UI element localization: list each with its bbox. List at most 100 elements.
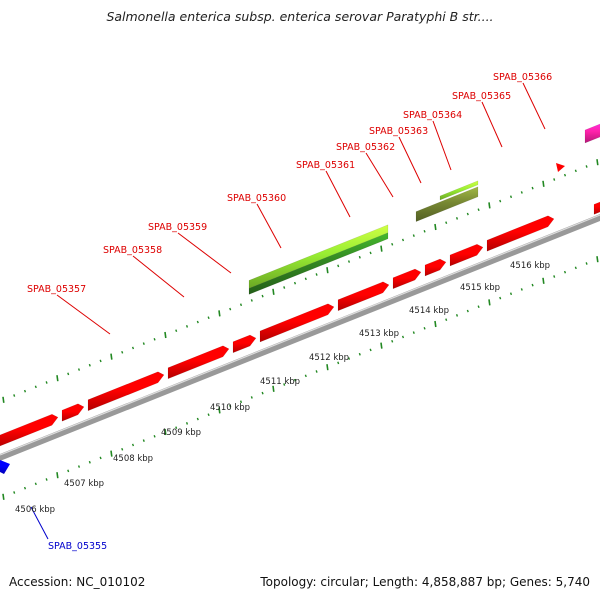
scale-label: 4506 kbp: [15, 505, 55, 515]
forward-gene-arrow: [259, 303, 335, 343]
outer-scale-major-tick: [434, 223, 437, 231]
forward-gene-arrow: [87, 371, 165, 412]
gene-callout-line: [432, 120, 452, 171]
outer-scale-minor-tick: [520, 191, 523, 194]
outer-scale-minor-tick: [455, 217, 459, 220]
outer-scale-major-tick: [380, 245, 383, 252]
outer-scale-minor-tick: [88, 363, 91, 367]
inner-scale-minor-tick: [445, 318, 448, 322]
backbone-line: [0, 214, 600, 461]
outer-scale-major-tick: [56, 375, 59, 382]
outer-scale-minor-tick: [466, 212, 469, 216]
outer-scale-minor-tick: [477, 208, 480, 212]
inner-scale-minor-tick: [34, 482, 37, 486]
outer-scale-minor-tick: [23, 389, 27, 393]
outer-scale-minor-tick: [445, 221, 448, 225]
outer-scale-minor-tick: [553, 178, 556, 181]
gene-callout-line: [365, 152, 394, 198]
outer-scale-minor-tick: [283, 286, 286, 289]
gene-label: SPAB_05364: [403, 110, 462, 121]
outer-scale-minor-tick: [499, 199, 502, 203]
outer-scale-major-tick: [272, 288, 275, 295]
inner-scale-minor-tick: [207, 413, 210, 417]
outer-scale-minor-tick: [347, 260, 351, 263]
inner-scale-minor-tick: [23, 486, 27, 490]
outer-scale-minor-tick: [34, 385, 37, 389]
gc-skew-dark-bar: [248, 232, 389, 295]
inner-scale-major-tick: [110, 450, 113, 457]
gene-label: SPAB_05362: [336, 142, 395, 153]
outer-scale-minor-tick: [358, 255, 361, 259]
inner-scale-minor-tick: [499, 296, 502, 300]
gene-label: SPAB_05358: [103, 245, 162, 256]
outer-scale-minor-tick: [13, 394, 16, 397]
scale-label: 4516 kbp: [510, 261, 550, 271]
scale-label: 4512 kbp: [309, 353, 349, 363]
inner-scale-minor-tick: [423, 326, 426, 330]
inner-scale-major-tick: [164, 428, 167, 436]
outer-scale-minor-tick: [239, 303, 243, 307]
outer-scale-minor-tick: [142, 342, 145, 345]
inner-scale-minor-tick: [315, 370, 318, 373]
forward-gene-arrow: [167, 345, 230, 380]
outer-scale-minor-tick: [131, 346, 135, 350]
outer-scale-minor-tick: [509, 195, 513, 199]
forward-gene-arrow: [392, 268, 422, 290]
gene-callout-line: [30, 506, 49, 540]
gene-callout-line: [522, 82, 546, 130]
inner-scale-minor-tick: [412, 331, 415, 334]
outer-scale-minor-tick: [531, 186, 534, 190]
forward-gene-arrow: [0, 413, 59, 447]
inner-scale-major-tick: [218, 407, 221, 414]
outer-scale-minor-tick: [229, 307, 232, 311]
inner-scale-major-tick: [434, 320, 437, 328]
gc-skew-light-bar: [248, 224, 389, 289]
inner-scale-minor-tick: [531, 283, 534, 287]
inner-scale-minor-tick: [401, 335, 405, 339]
inner-scale-major-tick: [56, 472, 59, 479]
forward-gene-arrow: [556, 163, 565, 172]
gene-callout-line: [481, 101, 503, 148]
inner-scale-minor-tick: [131, 443, 135, 447]
outer-scale-minor-tick: [153, 337, 156, 341]
inner-scale-major-tick: [380, 342, 383, 349]
inner-scale-major-tick: [488, 299, 491, 306]
inner-scale-minor-tick: [45, 478, 48, 481]
inner-scale-minor-tick: [466, 309, 469, 313]
inner-scale-minor-tick: [185, 422, 189, 425]
inner-scale-minor-tick: [304, 374, 307, 378]
inner-scale-minor-tick: [391, 339, 394, 343]
gene-label: SPAB_05359: [148, 222, 207, 233]
outer-scale-minor-tick: [196, 320, 199, 324]
backbone-highlight: [0, 214, 600, 456]
scale-label: 4515 kbp: [460, 283, 500, 293]
scale-label: 4511 kbp: [260, 377, 300, 387]
inner-scale-major-tick: [272, 385, 275, 392]
outer-scale-minor-tick: [207, 316, 210, 320]
inner-scale-minor-tick: [563, 270, 567, 274]
inner-scale-major-tick: [542, 277, 545, 284]
outer-scale-minor-tick: [423, 229, 426, 233]
outer-scale-minor-tick: [412, 234, 415, 237]
scale-label: 4508 kbp: [113, 454, 153, 464]
outer-scale-minor-tick: [293, 281, 297, 285]
forward-gene-arrow: [424, 258, 447, 277]
scale-label: 4509 kbp: [161, 428, 201, 438]
outer-scale-minor-tick: [185, 325, 189, 328]
inner-scale-minor-tick: [358, 352, 361, 356]
gene-label: SPAB_05363: [369, 126, 428, 137]
callout-lines-layer: [30, 82, 546, 540]
outer-scale-minor-tick: [67, 372, 70, 376]
inner-scale-minor-tick: [477, 305, 480, 309]
gc-skew-light-bar: [439, 180, 479, 201]
outer-scale-minor-tick: [585, 165, 588, 168]
scale-label: 4514 kbp: [409, 306, 449, 316]
outer-scale-major-tick: [542, 180, 545, 187]
inner-scale-minor-tick: [347, 357, 351, 360]
outer-scale-minor-tick: [401, 238, 405, 242]
outer-scale-minor-tick: [574, 169, 577, 173]
forward-gene-arrow: [61, 403, 85, 422]
outer-scale-major-tick: [326, 267, 329, 274]
inner-scale-minor-tick: [520, 288, 523, 291]
